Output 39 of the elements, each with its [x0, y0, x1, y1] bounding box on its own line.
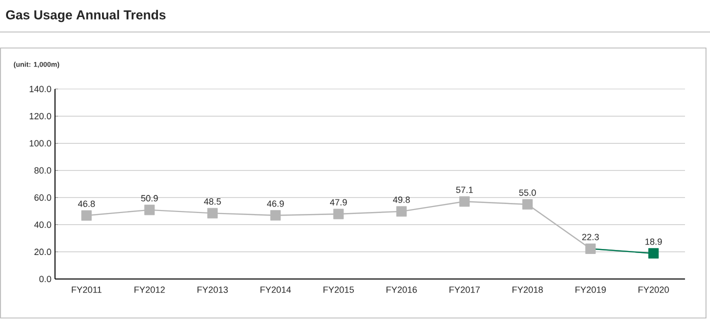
data-label: 22.3: [582, 234, 599, 240]
y-tick-label: 40.0: [34, 222, 52, 228]
x-tick-label: FY2020: [638, 286, 669, 293]
point: [81, 210, 92, 221]
x-tick-label: FY2012: [134, 286, 165, 293]
point: [207, 208, 218, 218]
y-tick-label: 60.0: [34, 194, 52, 201]
y-tick-label: 100.0: [30, 140, 52, 146]
data-label: 55.0: [519, 189, 536, 196]
x-tick-label: FY2016: [386, 286, 417, 293]
point: [585, 244, 596, 254]
data-label: 50.9: [141, 195, 158, 202]
x-tick-label: FY2013: [198, 286, 228, 293]
data-label: 18.9: [645, 238, 662, 245]
chart-title: Gas Usage Annual Trends: [6, 10, 166, 22]
y-tick-label: 120.0: [30, 112, 52, 120]
x-tick-label: FY2018: [512, 286, 543, 293]
point: [648, 248, 659, 259]
data-label: 46.9: [266, 200, 284, 207]
x-tick-label: FY2017: [450, 286, 480, 293]
x-tick-label: FY2019: [576, 286, 606, 293]
point: [333, 208, 344, 220]
y-tick-label: 20.0: [34, 248, 52, 256]
y-tick-label: 0.0: [39, 276, 52, 282]
point: [459, 196, 470, 207]
x-tick-label: FY2015: [324, 286, 354, 293]
y-tick-label: 140.0: [30, 86, 52, 92]
data-label: 47.9: [330, 199, 347, 206]
data-label: 57.1: [456, 186, 473, 193]
x-tick-label: FY2014: [260, 286, 291, 293]
point: [270, 210, 281, 221]
x-tick-label: FY2011: [72, 286, 102, 293]
data-label: 49.8: [392, 196, 410, 203]
y-tick-label: 80.0: [34, 167, 52, 174]
data-label: 46.8: [78, 200, 95, 207]
point: [396, 206, 407, 217]
data-label: 48.5: [204, 198, 221, 205]
point: [522, 199, 533, 210]
point: [144, 204, 155, 216]
